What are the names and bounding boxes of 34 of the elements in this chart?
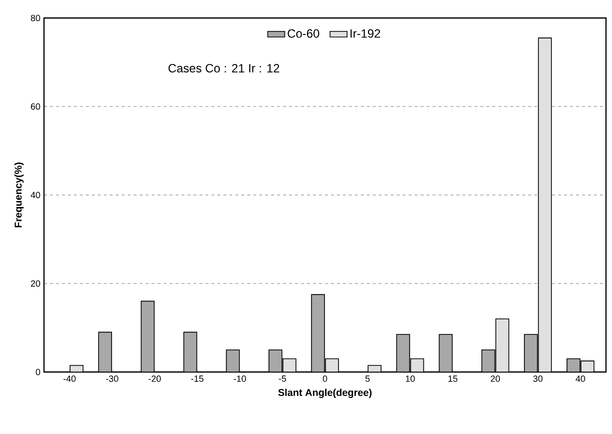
y-tick-label: 40: [30, 192, 40, 198]
bar: [538, 38, 552, 372]
x-tick-label: 0: [322, 376, 328, 382]
x-tick-label: -15: [191, 376, 204, 382]
y-tick-label: 80: [30, 14, 40, 22]
x-tick-label: 5: [365, 376, 370, 382]
bar: [410, 358, 424, 372]
x-tick-label: -40: [63, 376, 76, 382]
x-axis-title: Slant Angle(degree): [278, 388, 372, 398]
y-tick-label: 20: [30, 280, 40, 287]
bar: [396, 334, 410, 372]
bar: [495, 318, 510, 372]
bar: [98, 332, 112, 372]
y-tick-label: 60: [30, 103, 40, 110]
x-tick-label: -5: [278, 376, 286, 382]
bar: [438, 334, 453, 372]
bar: [524, 334, 538, 372]
x-tick-label: -10: [234, 376, 246, 382]
bar: [140, 300, 155, 372]
bar: [311, 294, 325, 372]
x-tick-label: 10: [406, 376, 415, 382]
y-axis-title: Frequency(%): [14, 162, 24, 228]
x-tick-label: -20: [148, 376, 161, 382]
x-tick-label: 40: [576, 376, 586, 382]
bar: [183, 332, 198, 372]
y-tick-label: 0: [36, 368, 40, 376]
legend-label: Ir-192: [350, 29, 380, 38]
x-tick-label: -30: [106, 376, 118, 382]
x-tick-label: 30: [533, 376, 543, 382]
annotation: Cases Co : 21 Ir : 12: [168, 64, 280, 72]
legend-label: Co-60: [288, 29, 320, 38]
x-tick-label: 20: [490, 376, 500, 382]
x-tick-label: 15: [448, 376, 458, 382]
bar: [481, 349, 496, 372]
